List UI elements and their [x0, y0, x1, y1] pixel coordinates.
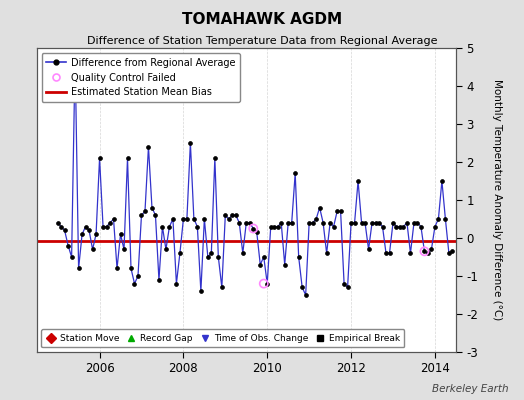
Point [249, 225, 257, 232]
Text: Difference of Station Temperature Data from Regional Average: Difference of Station Temperature Data f… [87, 36, 437, 46]
Y-axis label: Monthly Temperature Anomaly Difference (°C): Monthly Temperature Anomaly Difference (… [492, 79, 502, 321]
Legend: Station Move, Record Gap, Time of Obs. Change, Empirical Break: Station Move, Record Gap, Time of Obs. C… [41, 330, 405, 348]
Point [420, 248, 429, 254]
Point [259, 280, 268, 287]
Text: TOMAHAWK AGDM: TOMAHAWK AGDM [182, 12, 342, 27]
Text: Berkeley Earth: Berkeley Earth [432, 384, 508, 394]
